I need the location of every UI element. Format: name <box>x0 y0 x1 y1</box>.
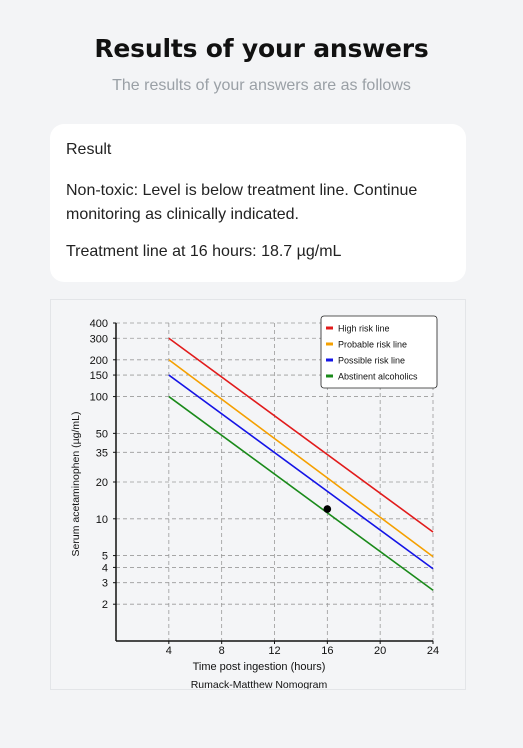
treatment-line-value: Treatment line at 16 hours: 18.7 µg/mL <box>66 243 342 260</box>
series-line <box>168 395 434 591</box>
legend-label: Abstinent alcoholics <box>338 372 418 382</box>
series-line <box>168 374 434 570</box>
result-card: Result Non-toxic: Level is below treatme… <box>50 124 466 282</box>
x-tick-label: 4 <box>166 645 172 657</box>
legend-box <box>320 315 438 389</box>
legend-label: Probable risk line <box>338 340 407 350</box>
series-line <box>168 337 434 533</box>
x-tick-label: 20 <box>374 645 386 657</box>
y-tick-label: 4 <box>102 562 108 574</box>
y-tick-label: 400 <box>90 318 108 330</box>
series-line <box>168 359 434 558</box>
x-tick-label: 24 <box>427 645 439 657</box>
legend-label: Possible risk line <box>338 356 405 366</box>
page-subtitle: The results of your answers are as follo… <box>112 77 411 94</box>
y-tick-label: 10 <box>96 514 108 526</box>
result-message: Non-toxic: Level is below treatment line… <box>66 182 418 223</box>
x-tick-label: 12 <box>268 645 280 657</box>
x-axis-label: Time post ingestion (hours) <box>193 661 326 673</box>
y-tick-label: 5 <box>102 551 108 563</box>
y-tick-label: 35 <box>96 447 108 459</box>
nomogram-chart-card: 4 8 12 16 20 24 2 3 4 5 10 20 35 50 100 150 200 300 400 Hi… <box>50 299 466 691</box>
y-axis-label: Serum acetaminophen (µg/mL) <box>70 412 82 557</box>
y-tick-label: 100 <box>90 392 108 404</box>
patient-data-point <box>323 505 332 513</box>
result-heading: Result <box>66 141 112 158</box>
y-tick-label: 3 <box>102 578 108 590</box>
chart-caption: Rumack-Matthew Nomogram <box>191 679 328 689</box>
legend-label: High risk line <box>338 324 390 334</box>
y-tick-label: 300 <box>90 333 108 345</box>
y-tick-label: 20 <box>96 477 108 489</box>
x-tick-label: 8 <box>219 645 225 657</box>
x-tick-label: 16 <box>321 645 333 657</box>
y-tick-label: 150 <box>90 370 108 382</box>
y-tick-label: 50 <box>96 428 108 440</box>
page-title: Results of your answers <box>94 34 429 63</box>
y-tick-label: 200 <box>90 355 108 367</box>
y-tick-label: 2 <box>102 599 108 611</box>
